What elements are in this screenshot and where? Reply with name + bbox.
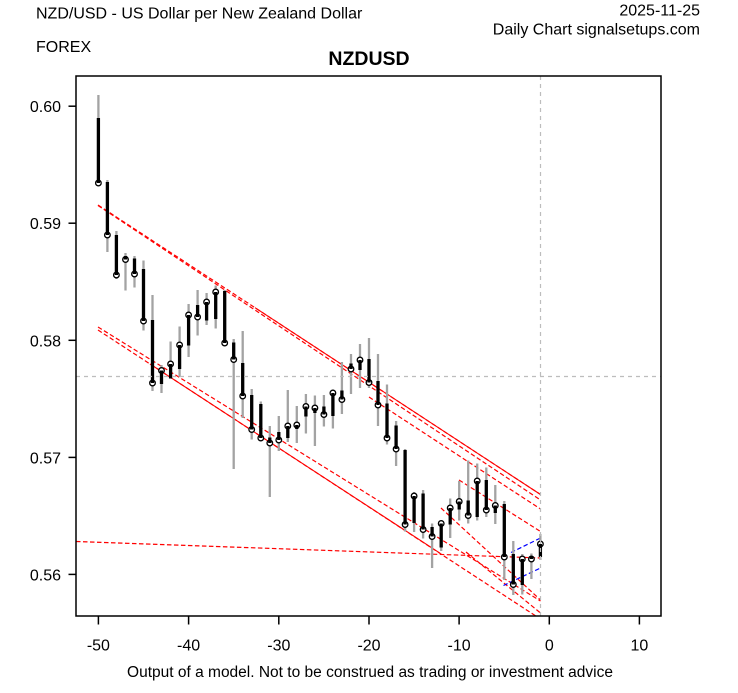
svg-text:-40: -40: [177, 638, 200, 655]
svg-text:0.58: 0.58: [30, 333, 61, 350]
svg-text:-30: -30: [267, 638, 290, 655]
svg-text:0.60: 0.60: [30, 99, 61, 116]
svg-text:0.59: 0.59: [30, 216, 61, 233]
svg-text:-10: -10: [448, 638, 471, 655]
svg-text:0: 0: [545, 638, 554, 655]
svg-text:0.56: 0.56: [30, 567, 61, 584]
svg-text:-20: -20: [357, 638, 380, 655]
svg-text:0.57: 0.57: [30, 450, 61, 467]
svg-text:Daily Chart signalsetups.com: Daily Chart signalsetups.com: [493, 22, 700, 39]
svg-text:Output of a model. Not to be c: Output of a model. Not to be construed a…: [127, 664, 613, 681]
svg-text:10: 10: [631, 638, 649, 655]
svg-text:2025-11-25: 2025-11-25: [619, 3, 700, 20]
svg-text:FOREX: FOREX: [36, 39, 91, 56]
svg-text:NZDUSD: NZDUSD: [328, 48, 409, 70]
svg-text:-50: -50: [87, 638, 110, 655]
svg-text:NZD/USD - US Dollar per New Ze: NZD/USD - US Dollar per New Zealand Doll…: [36, 6, 363, 23]
